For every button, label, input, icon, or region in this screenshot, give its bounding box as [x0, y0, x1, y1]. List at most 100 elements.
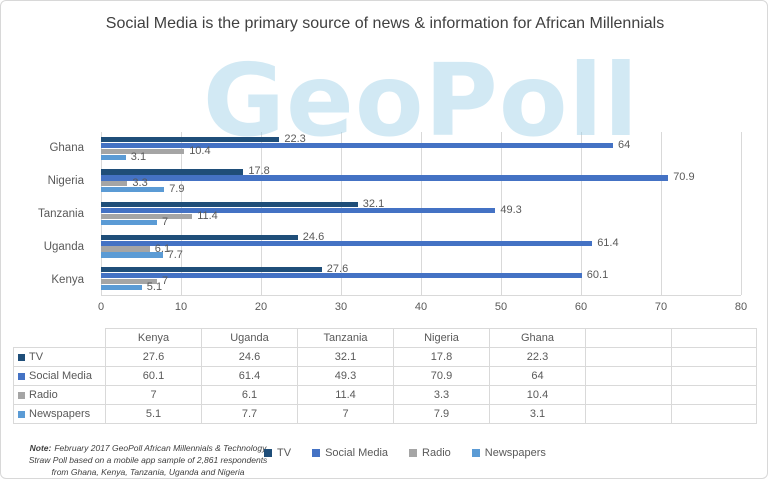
gridline: [581, 132, 582, 295]
table-row-label: Radio: [13, 385, 106, 405]
bar-row: 22.3: [101, 132, 741, 145]
bar-tv: [101, 169, 244, 175]
table-cell: 3.3: [393, 385, 490, 405]
table-cell: 27.6: [105, 347, 202, 367]
table-cell: 60.1: [105, 366, 202, 386]
table-cell: [585, 404, 672, 424]
bar-group: 22.3 64 10.4 3.1: [101, 132, 741, 165]
legend-item: TV: [264, 447, 291, 459]
table-column-header: Ghana: [489, 328, 586, 348]
bar-group: 24.6 61.4 6.1 7.7: [101, 230, 741, 263]
x-tick-label: 0: [97, 301, 105, 313]
bar-value-label: 3.1: [130, 150, 147, 163]
table-cell: [671, 347, 757, 367]
bar-value-label: 7.9: [169, 183, 185, 196]
table-cell: 24.6: [201, 347, 298, 367]
bar-newspapers: [101, 285, 142, 291]
bar-row: 3.1: [101, 150, 741, 163]
bar-row: 10.4: [101, 144, 741, 157]
bar-radio: [101, 279, 157, 285]
bar-radio: [101, 246, 150, 252]
bar-row: 7.9: [101, 183, 741, 196]
bar-newspapers: [101, 154, 126, 160]
bar-row: 17.8: [101, 165, 741, 178]
bar-value-label: 6.1: [154, 242, 171, 255]
note-prefix: Note:: [29, 443, 52, 453]
bar-row: 6.1: [101, 243, 741, 254]
chart-legend: TV Social Media Radio Newspapers: [264, 447, 546, 459]
bar-row: 7: [101, 275, 741, 288]
legend-label: Radio: [422, 447, 451, 459]
table-row-label: Newspapers: [13, 404, 106, 424]
table-cell: 10.4: [489, 385, 586, 405]
bar-radio: [101, 181, 128, 187]
category-label: Ghana: [49, 142, 84, 155]
table-column-header: [671, 328, 757, 348]
bar-tv: [101, 136, 280, 142]
bar-row: 11.4: [101, 209, 741, 222]
x-tick-label: 30: [334, 301, 348, 313]
bar-row: 3.3: [101, 177, 741, 190]
bar-row: 5.1: [101, 281, 741, 294]
x-tick-label: 10: [174, 301, 188, 313]
bar-newspapers: [101, 219, 157, 226]
x-axis-tick-labels: 0 10 20 30 40 50 60 70 80: [97, 301, 747, 315]
bar-row: 27.6: [101, 263, 741, 276]
bar-social-media: [101, 240, 593, 246]
category-label: Tanzania: [37, 207, 84, 220]
bar-value-label: 10.4: [189, 144, 211, 157]
category-label: Uganda: [43, 240, 84, 253]
y-axis-category-labels: Ghana Nigeria Tanzania Uganda Kenya: [1, 132, 93, 296]
table-column-header: Nigeria: [393, 328, 490, 348]
table-cell: 7.7: [201, 404, 298, 424]
table-row: Social Media 60.1 61.4 49.3 70.9 64: [13, 366, 757, 386]
table-row: Radio 7 6.1 11.4 3.3 10.4: [13, 385, 757, 405]
category-label: Nigeria: [47, 175, 84, 188]
bar-social-media: [101, 273, 582, 279]
bar-value-label: 7.7: [167, 248, 183, 261]
bar-tv: [101, 267, 322, 273]
bar-social-media: [101, 207, 496, 214]
geopoll-watermark: GeoPoll: [202, 42, 640, 159]
table-cell: 61.4: [201, 366, 298, 386]
table-cell: 5.1: [105, 404, 202, 424]
bar-radio: [101, 148, 185, 154]
x-tick-label: 70: [654, 301, 668, 313]
bar-value-label: 24.6: [302, 230, 325, 243]
gridline: [741, 132, 742, 295]
x-tick-label: 20: [254, 301, 268, 313]
legend-marker-icon: [312, 449, 321, 457]
data-table: Kenya Uganda Tanzania Nigeria Ghana TV 27.6 24.…: [13, 328, 757, 424]
gridline: [261, 132, 262, 295]
table-row-label: Social Media: [13, 366, 106, 386]
bar-value-label: 49.3: [500, 204, 522, 216]
bar-value-label: 60.1: [586, 269, 609, 282]
bar-row: 64: [101, 139, 741, 150]
table-row: TV 27.6 24.6 32.1 17.8 22.3: [13, 347, 757, 367]
bar-value-label: 17.8: [248, 165, 270, 178]
bar-value-label: 22.3: [284, 132, 306, 145]
legend-marker-icon: [409, 449, 418, 457]
bar-group: 32.1 49.3 11.4 7: [101, 197, 741, 230]
bar-value-label: 7: [162, 215, 169, 228]
gridline: [101, 132, 102, 295]
table-cell: 3.1: [489, 404, 586, 424]
bar-row: 7.7: [101, 249, 741, 260]
bar-newspapers: [101, 187, 165, 193]
bar-value-label: 7: [162, 275, 169, 288]
category-label: Kenya: [51, 273, 84, 286]
bar-value-label: 27.6: [326, 263, 349, 276]
bar-radio: [101, 213, 193, 220]
x-tick-label: 80: [734, 301, 748, 313]
bar-value-label: 11.4: [197, 209, 218, 222]
legend-marker-icon: [264, 449, 272, 457]
legend-label: Social Media: [325, 447, 389, 459]
table-header-row: Kenya Uganda Tanzania Nigeria Ghana: [13, 328, 757, 348]
table-column-header: Tanzania: [297, 328, 394, 348]
bar-value-label: 5.1: [146, 281, 163, 294]
legend-marker-icon: [471, 449, 480, 457]
bar-value-label: 3.3: [132, 177, 148, 190]
bar-tv: [101, 234, 298, 240]
chart-title: Social Media is the primary source of ne…: [105, 15, 665, 32]
table-cell: 7.9: [393, 404, 490, 424]
